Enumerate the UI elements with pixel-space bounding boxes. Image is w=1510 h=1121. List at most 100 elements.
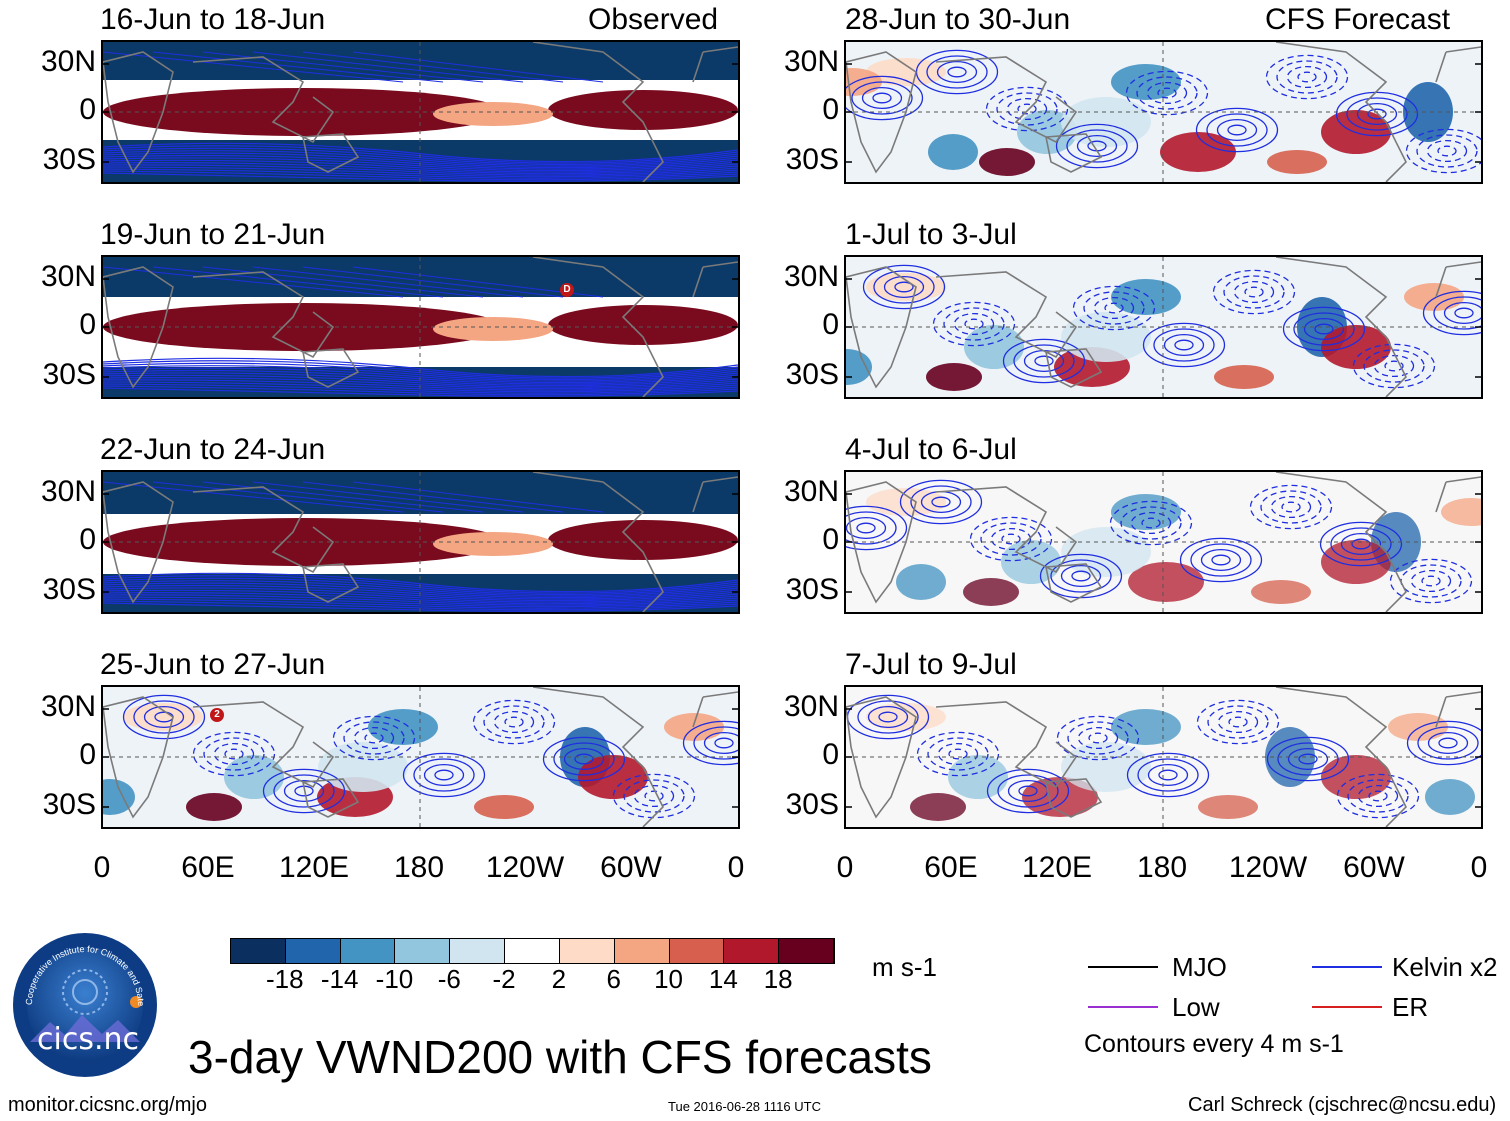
map-field <box>103 42 738 182</box>
lat-label: 30S <box>42 143 96 176</box>
legend-label-mjo: MJO <box>1172 952 1227 982</box>
storm-marker: 2 <box>210 708 224 722</box>
lat-label: 30S <box>785 573 839 606</box>
legend-label-low: Low <box>1172 992 1220 1022</box>
lat-label: 30S <box>785 788 839 821</box>
map-field <box>846 472 1481 612</box>
map-field <box>103 257 738 397</box>
lat-label: 30S <box>785 358 839 391</box>
map-panel <box>101 255 740 399</box>
colorbar-tick: -14 <box>320 964 359 994</box>
lat-label: 0 <box>79 523 96 556</box>
colorbar-tick: -2 <box>492 964 516 994</box>
map-panel <box>101 470 740 614</box>
panel-title: 1-Jul to 3-Jul <box>845 218 1017 251</box>
map-panel <box>844 40 1483 184</box>
cics-logo: Cooperative Institute for Climate and Sa… <box>7 922 160 1080</box>
colorbar-swatch <box>340 939 396 963</box>
storm-marker: D <box>560 283 574 297</box>
colorbar-swatch <box>779 939 834 963</box>
lat-label: 30S <box>785 143 839 176</box>
colorbar-tick: 10 <box>654 964 683 994</box>
panel-title: 28-Jun to 30-Jun <box>845 3 1071 36</box>
lat-label: 30N <box>40 690 96 723</box>
lat-label: 30N <box>783 260 839 293</box>
lon-label: 0 <box>727 851 745 884</box>
lat-label: 30N <box>40 45 96 78</box>
panel-title: 19-Jun to 21-Jun <box>100 218 326 251</box>
lon-label: 60E <box>181 851 235 884</box>
footer-credit: Carl Schreck (cjschrec@ncsu.edu) <box>1188 1094 1497 1116</box>
colorbar-swatch <box>559 939 615 963</box>
map-panel <box>844 685 1483 829</box>
lat-label: 0 <box>822 738 839 771</box>
panel-title: 16-Jun to 18-Jun <box>100 3 326 36</box>
lat-label: 30N <box>40 475 96 508</box>
lon-label: 60E <box>924 851 978 884</box>
colorbar-swatch <box>450 939 506 963</box>
colorbar-tick: 18 <box>763 964 793 994</box>
legend-line-er <box>1312 1006 1382 1008</box>
panel-title: 7-Jul to 9-Jul <box>845 648 1017 681</box>
lon-label: 0 <box>1470 851 1488 884</box>
legend-line-low <box>1088 1006 1158 1008</box>
lon-label: 120E <box>1021 851 1093 884</box>
lon-label: 120W <box>485 851 565 884</box>
map-panel <box>101 685 740 829</box>
panel-title: 22-Jun to 24-Jun <box>100 433 326 466</box>
lat-label: 0 <box>79 308 96 341</box>
colorbar-units: m s-1 <box>872 952 937 982</box>
lat-label: 0 <box>822 93 839 126</box>
colorbar-swatch <box>669 939 725 963</box>
legend-line-kelvin <box>1312 966 1382 968</box>
cics-logo-icon: Cooperative Institute for Climate and Sa… <box>7 922 157 1077</box>
colorbar-swatch <box>285 939 341 963</box>
lat-label: 30N <box>783 690 839 723</box>
lat-label: 0 <box>79 738 96 771</box>
lon-label: 60W <box>1343 851 1405 884</box>
colorbar <box>230 938 835 964</box>
footer-url[interactable]: monitor.cicsnc.org/mjo <box>8 1094 207 1116</box>
colorbar-tick: 14 <box>708 964 738 994</box>
colorbar-tick: -18 <box>266 964 304 994</box>
lon-label: 0 <box>93 851 111 884</box>
colorbar-swatch <box>505 939 560 963</box>
map-field <box>846 687 1481 827</box>
lat-label: 0 <box>79 93 96 126</box>
map-field <box>103 687 738 827</box>
main-title: 3-day VWND200 with CFS forecasts <box>188 1031 932 1083</box>
panel-title: 25-Jun to 27-Jun <box>100 648 326 681</box>
panel-title: 4-Jul to 6-Jul <box>845 433 1017 466</box>
forecast-label: CFS Forecast <box>1265 3 1451 36</box>
map-panel <box>101 40 740 184</box>
colorbar-tick: -6 <box>437 964 461 994</box>
map-field <box>846 42 1481 182</box>
colorbar-tick: -10 <box>375 964 414 994</box>
contours-note: Contours every 4 m s-1 <box>1084 1030 1344 1058</box>
lat-label: 30S <box>42 788 96 821</box>
legend-line-mjo <box>1088 966 1158 968</box>
colorbar-swatch <box>724 939 780 963</box>
map-field <box>103 472 738 612</box>
map-panel <box>844 470 1483 614</box>
map-field <box>846 257 1481 397</box>
lon-label: 0 <box>836 851 854 884</box>
lat-label: 0 <box>822 523 839 556</box>
legend-label-kelvin: Kelvin x2 <box>1392 952 1498 982</box>
lat-label: 0 <box>822 308 839 341</box>
lon-label: 180 <box>1136 851 1188 884</box>
lat-label: 30N <box>40 260 96 293</box>
colorbar-swatch <box>614 939 670 963</box>
lon-label: 60W <box>600 851 662 884</box>
colorbar-tick: 2 <box>551 964 567 994</box>
colorbar-tick: 6 <box>606 964 621 994</box>
observed-label: Observed <box>588 3 719 36</box>
lon-label: 180 <box>393 851 445 884</box>
map-panel <box>844 255 1483 399</box>
lat-label: 30S <box>42 573 96 606</box>
footer-timestamp: Tue 2016-06-28 1116 UTC <box>668 1099 821 1114</box>
lat-label: 30S <box>42 358 96 391</box>
lon-label: 120E <box>278 851 350 884</box>
lat-label: 30N <box>783 475 839 508</box>
logo-text: cics.nc <box>37 1022 139 1057</box>
